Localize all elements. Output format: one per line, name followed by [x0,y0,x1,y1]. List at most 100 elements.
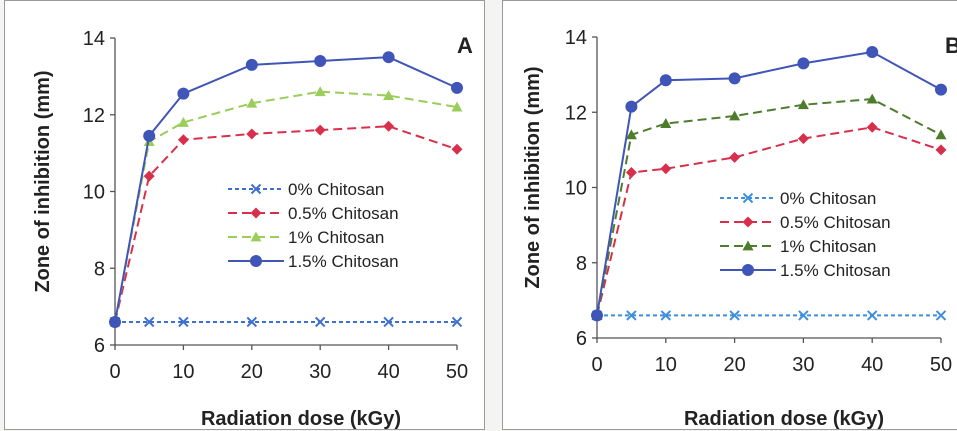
data-point-series-3 [109,315,121,328]
legend-marker [250,183,262,195]
series-line-2 [596,98,942,316]
y-tick-label: 8 [94,258,105,280]
legend-label: 1% Chitosan [780,237,876,256]
x-tick-label: 20 [723,354,745,376]
chart-panel-a: 6 8 10 12 14 0 10 20 30 40 50 Radiation dose (kGy) Z… [4,0,485,430]
data-point-series-2 [314,86,326,97]
y-tick-label: 10 [83,182,105,204]
data-point-series-3 [143,129,156,142]
data-point-series-0 [314,316,326,328]
data-point-series-3 [659,74,672,87]
data-point-series-1 [797,133,809,145]
data-point-series-3 [797,57,810,70]
data-point-series-0 [178,316,189,328]
data-point-series-0 [866,310,878,321]
data-point-series-2 [246,97,258,108]
data-point-series-3 [866,46,879,59]
legend-label: 1% Chitosan [288,228,384,247]
panel-label: A [457,33,473,58]
x-axis-title: Radiation dose (kGy) [684,408,884,430]
data-point-series-0 [626,310,637,321]
legend-marker [742,216,754,228]
legend-marker [742,192,754,204]
data-point-series-3 [591,309,603,322]
y-tick-label: 12 [83,105,105,127]
x-tick-label: 10 [172,361,194,383]
data-point-series-0 [660,310,672,321]
data-point-series-2 [625,129,637,140]
data-point-series-2 [383,90,395,100]
x-tick-label: 10 [655,354,677,376]
data-point-series-0 [143,316,155,328]
data-point-series-2 [729,110,741,121]
data-point-series-1 [660,163,672,175]
data-point-series-1 [246,128,258,140]
data-point-series-0 [935,310,947,321]
data-point-series-3 [177,87,190,100]
data-point-series-3 [625,100,638,113]
data-point-series-1 [866,121,878,133]
legend-label: 0.5% Chitosan [780,213,891,232]
data-point-series-0 [246,316,258,328]
y-tick-label: 10 [565,178,587,200]
data-point-series-2 [935,129,947,140]
panel-label: B [945,33,957,58]
data-point-series-2 [660,118,672,128]
x-tick-label: 50 [446,361,468,383]
data-point-series-1 [177,134,189,146]
data-point-series-0 [383,316,394,328]
x-tick-label: 50 [930,354,952,376]
x-axis-title: Radiation dose (kGy) [201,408,401,430]
legend-label: 0% Chitosan [780,189,876,208]
data-point-series-0 [729,310,740,321]
x-tick-label: 0 [591,354,602,376]
x-tick-label: 30 [792,354,814,376]
y-tick-label: 8 [576,253,587,275]
series-line-1 [114,125,458,323]
legend-marker [250,207,262,219]
x-tick-label: 30 [309,361,331,383]
data-point-series-2 [797,99,809,110]
data-point-series-1 [143,170,155,182]
data-point-series-2 [866,93,878,104]
data-point-series-0 [798,310,809,321]
data-point-series-1 [935,144,947,156]
data-point-series-3 [935,83,947,96]
chart-a-svg: 6 8 10 12 14 0 10 20 30 40 50 Radiation dose (kGy) Z… [32,28,473,430]
chart-b-svg: 6 8 10 12 14 0 10 20 30 40 50 Radiation dose (kGy) Z… [522,27,957,430]
x-tick-label: 40 [861,354,883,376]
chart-panel-b: 6 8 10 12 14 0 10 20 30 40 50 Radiation dose (kGy) Z… [502,0,957,430]
data-point-series-2 [451,101,463,112]
data-point-series-1 [625,166,637,178]
data-point-series-3 [314,55,327,68]
y-tick-label: 6 [94,335,105,357]
data-point-series-1 [451,143,463,155]
y-axis-title: Zone of inhibition (mm) [32,70,54,292]
x-tick-label: 20 [241,361,263,383]
x-tick-label: 40 [377,361,399,383]
y-axis-title: Zone of inhibition (mm) [522,66,544,288]
y-tick-label: 6 [576,328,587,350]
legend-label: 0.5% Chitosan [288,204,399,223]
y-tick-label: 14 [565,27,587,49]
x-tick-label: 0 [109,361,120,383]
legend-label: 1.5% Chitosan [288,252,399,271]
y-tick-label: 14 [83,28,105,50]
legend-marker [742,240,754,251]
data-point-series-3 [382,51,395,64]
series-line-2 [114,90,458,323]
legend-marker [250,255,262,267]
legend-label: 1.5% Chitosan [780,261,891,280]
data-point-series-3 [451,81,463,94]
data-point-series-1 [729,151,741,163]
data-point-series-1 [383,120,395,132]
data-point-series-2 [177,116,189,127]
legend-marker [742,264,754,276]
legend-marker [250,231,262,242]
data-point-series-3 [728,72,741,85]
data-point-series-0 [451,316,463,328]
y-tick-label: 12 [565,102,587,124]
legend-label: 0% Chitosan [288,180,384,199]
data-point-series-1 [314,124,326,136]
